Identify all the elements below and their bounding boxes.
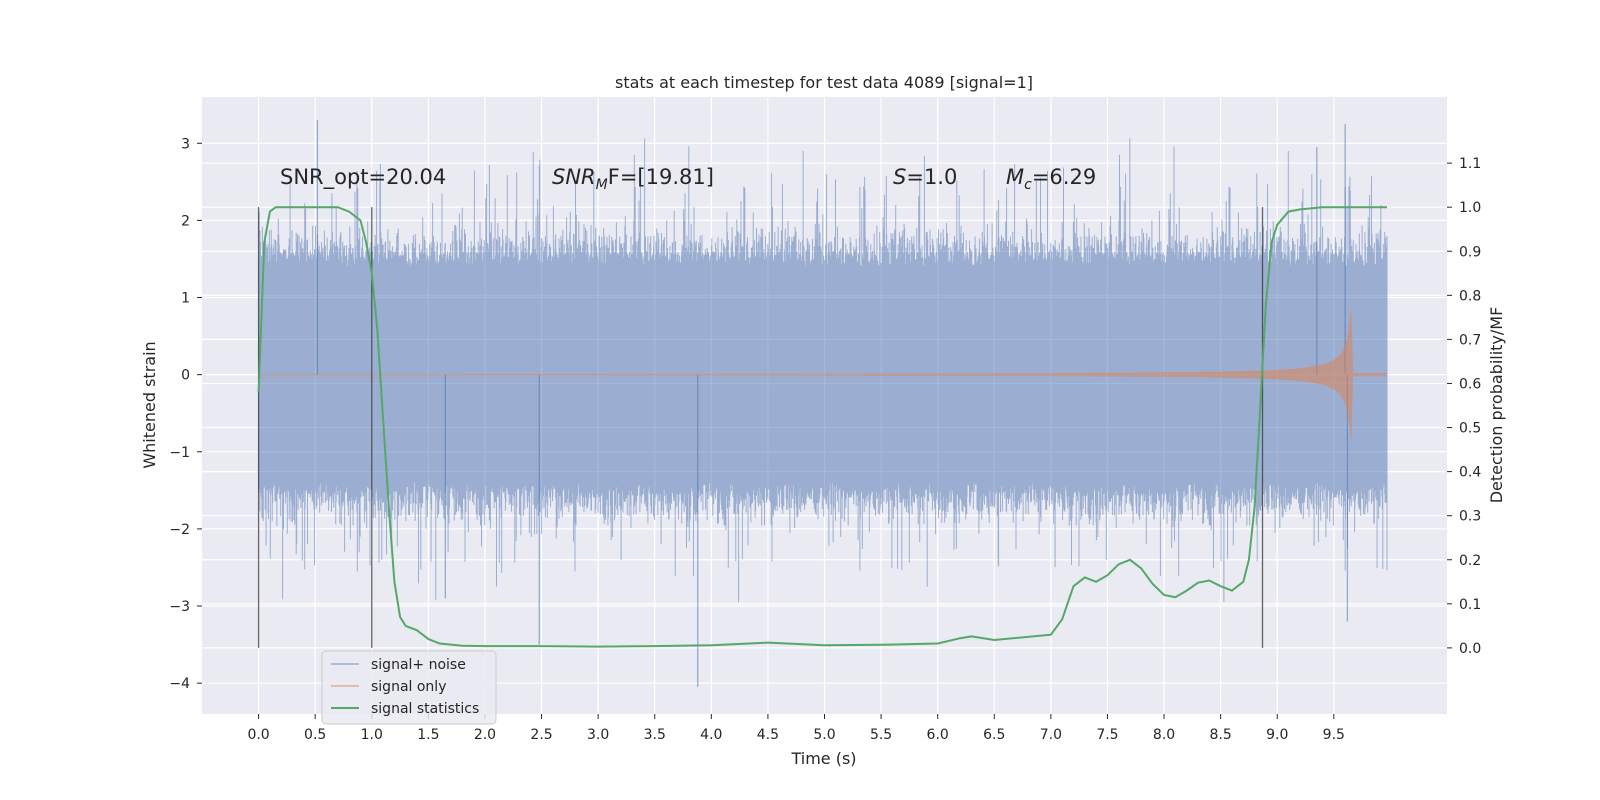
y2-tick-label: 1.1 — [1459, 156, 1481, 172]
x-tick-label: 9.0 — [1266, 727, 1288, 743]
annotation-s: S=1.0 — [893, 165, 957, 189]
y2-tick-label: 1.0 — [1459, 200, 1481, 216]
legend-label-signal-plus-noise: signal+ noise — [371, 657, 466, 673]
y2-axis-ticks: 1.1 1.0 0.9 0.8 0.7 0.6 0.5 0.4 0.3 0.2 0.1 0.0 — [1447, 156, 1481, 657]
snr-mf-prefix: SNR — [552, 165, 596, 189]
x-tick-label: 8.5 — [1210, 727, 1232, 743]
snr-mf-rest: F=[19.81] — [608, 165, 714, 189]
x-tick-label: 7.0 — [1040, 727, 1062, 743]
y-tick-label: −3 — [169, 599, 190, 615]
legend-label-signal-statistics: signal statistics — [371, 701, 479, 717]
mc-subscript: c — [1024, 177, 1032, 193]
x-tick-label: 5.0 — [813, 727, 835, 743]
x-tick-label: 9.5 — [1323, 727, 1345, 743]
y2-axis-label: Detection probability/MF — [1487, 307, 1506, 504]
y2-tick-label: 0.7 — [1459, 332, 1481, 348]
x-tick-label: 0.0 — [247, 727, 269, 743]
y2-tick-label: 0.9 — [1459, 244, 1481, 260]
series-signal-statistics — [257, 206, 1387, 648]
x-tick-label: 2.0 — [474, 727, 496, 743]
y-tick-label: −4 — [169, 676, 190, 692]
x-tick-label: 3.0 — [587, 727, 609, 743]
y-tick-label: 0 — [181, 368, 190, 384]
y-tick-label: 2 — [181, 213, 190, 229]
chart-title: stats at each timestep for test data 408… — [615, 73, 1033, 92]
x-tick-label: 5.5 — [870, 727, 892, 743]
x-tick-label: 4.0 — [700, 727, 722, 743]
y-axis-ticks: 3 2 1 0 −1 −2 −3 −4 — [169, 136, 202, 692]
y-tick-label: −1 — [169, 445, 190, 461]
series-signal-only — [258, 306, 1388, 443]
signal-statistics-line — [257, 206, 1387, 648]
legend: signal+ noise signal only signal statist… — [321, 650, 497, 725]
y2-tick-label: 0.1 — [1459, 597, 1481, 613]
x-tick-label: 3.5 — [644, 727, 666, 743]
y2-tick-label: 0.6 — [1459, 376, 1481, 392]
legend-box — [321, 650, 497, 725]
legend-label-signal-only: signal only — [371, 679, 446, 695]
x-tick-label: 7.5 — [1096, 727, 1118, 743]
x-tick-label: 6.5 — [983, 727, 1005, 743]
mc-variable: M — [1006, 165, 1024, 189]
snr-mf-subscript: M — [596, 177, 608, 193]
y2-tick-label: 0.5 — [1459, 421, 1481, 437]
y2-tick-label: 0.4 — [1459, 465, 1481, 481]
y-tick-label: −2 — [169, 522, 190, 538]
x-tick-label: 4.5 — [757, 727, 779, 743]
y2-tick-label: 0.8 — [1459, 288, 1481, 304]
y-tick-label: 3 — [181, 136, 190, 152]
y2-tick-label: 0.0 — [1459, 641, 1481, 657]
x-tick-label: 0.5 — [304, 727, 326, 743]
s-value: =1.0 — [906, 165, 957, 189]
mc-value: =6.29 — [1032, 165, 1096, 189]
x-axis-ticks: 0.0 0.5 1.0 1.5 2.0 2.5 3.0 3.5 4.0 4.5 5.0 5.5 6.0 6… — [247, 714, 1345, 743]
annotation-snr-mf: SNRMF=[19.81] — [552, 165, 714, 193]
y2-tick-label: 0.3 — [1459, 509, 1481, 525]
y-tick-label: 1 — [181, 291, 190, 307]
signal-only-trace — [258, 306, 1388, 443]
y-axis-label: Whitened strain — [140, 341, 159, 468]
y2-tick-label: 0.2 — [1459, 553, 1481, 569]
x-tick-label: 1.5 — [417, 727, 439, 743]
annotation-mc: Mc=6.29 — [1006, 165, 1096, 193]
x-tick-label: 1.0 — [361, 727, 383, 743]
s-variable: S — [893, 165, 906, 189]
x-axis-label: Time (s) — [790, 749, 856, 768]
x-tick-label: 8.0 — [1153, 727, 1175, 743]
x-tick-label: 2.5 — [530, 727, 552, 743]
annotation-snr-opt: SNR_opt=20.04 — [280, 165, 446, 190]
x-tick-label: 6.0 — [927, 727, 949, 743]
